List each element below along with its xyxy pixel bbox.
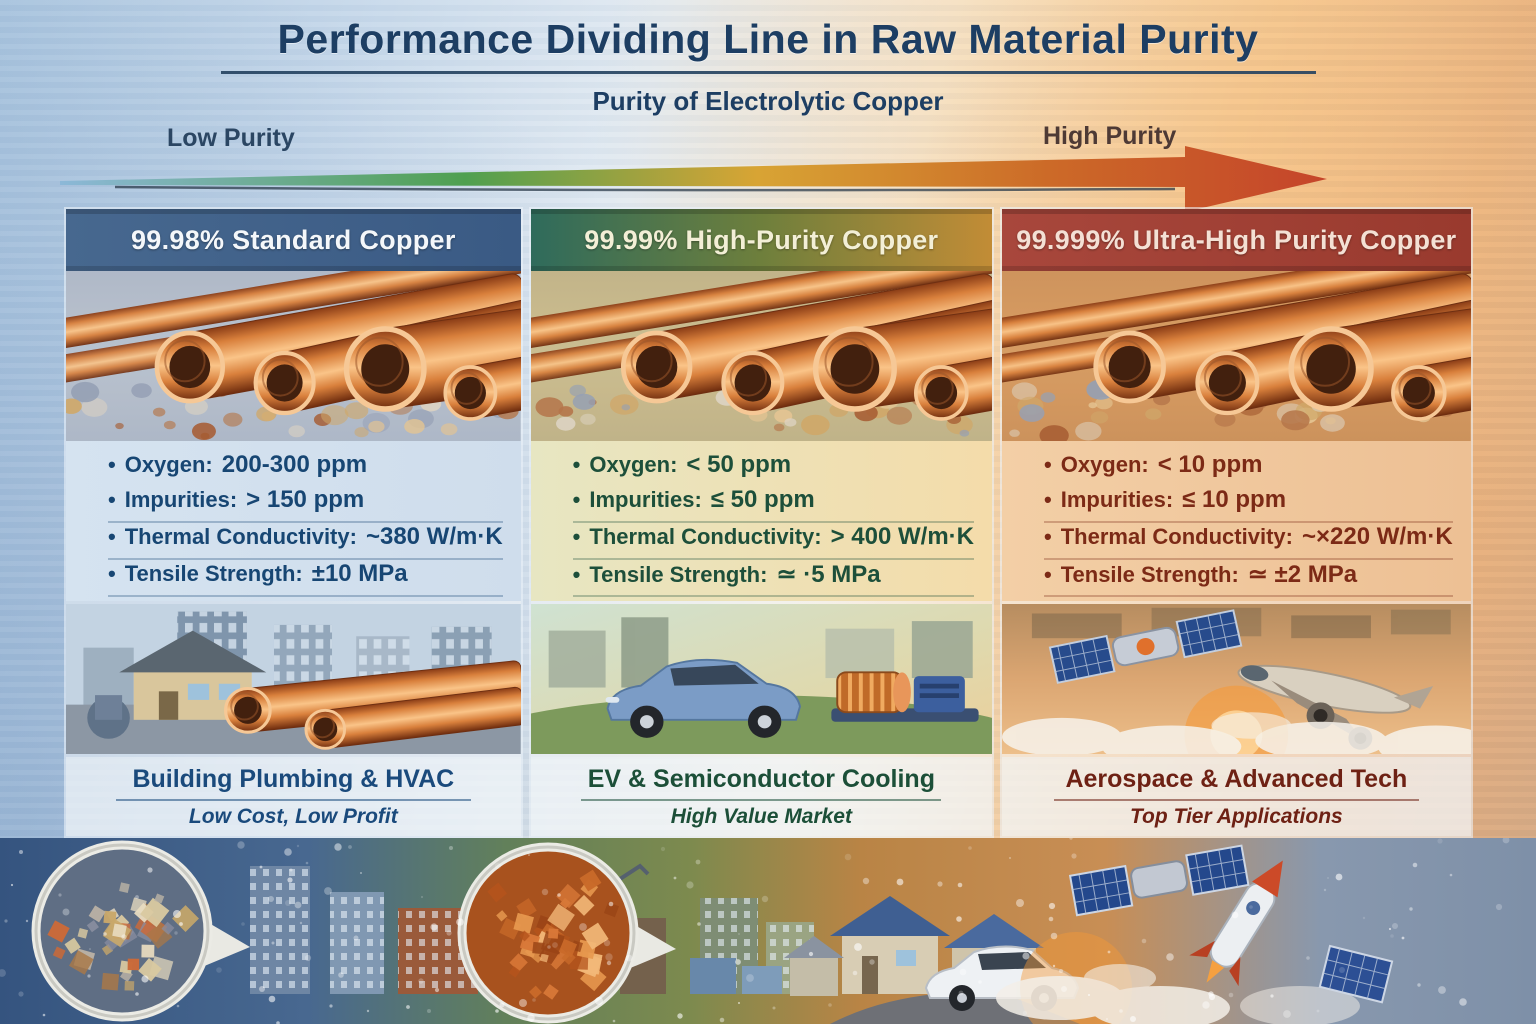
satellite (1068, 844, 1250, 917)
satellite (1048, 609, 1243, 684)
application-banner: Building Plumbing & HVAC Low Cost, Low P… (66, 757, 521, 836)
spec-list: • Oxygen: < 50 ppm • Impurities: ≤ 50 ppm • T… (530, 441, 993, 601)
column-standard-copper: 99.98% Standard Copper • Oxygen: 200-300 p… (64, 207, 523, 838)
application-banner: Aerospace & Advanced Tech Top Tier Appli… (1002, 757, 1471, 836)
market-label: Top Tier Applications (1129, 804, 1343, 828)
bullet-icon: • (1044, 562, 1052, 587)
spec-impurities: • Impurities: > 150 ppm (108, 486, 503, 523)
column-title: 99.98% Standard Copper (130, 224, 456, 255)
spec-impurities: • Impurities: ≤ 50 ppm (572, 486, 975, 523)
application-banner: EV & Semiconductor Cooling High Value Ma… (530, 757, 993, 836)
ev-scene-image (530, 604, 993, 754)
ev-car (605, 658, 801, 738)
copper-pipes-photo (66, 271, 521, 441)
purity-axis: Low Purity High Purity (0, 118, 1536, 212)
column-high-purity-copper: 99.99% High-Purity Copper • Oxygen: < 50 p… (528, 207, 995, 838)
copper-pipes-image (66, 271, 521, 441)
bullet-icon: • (572, 487, 581, 512)
spec-impurities: • Impurities: ≤ 10 ppm (1044, 486, 1453, 523)
ev-semiconductor-illustration (530, 601, 993, 757)
title-block: Performance Dividing Line in Raw Materia… (0, 0, 1536, 117)
copper-pipes-image (1002, 271, 1471, 441)
plumbing-city-illustration (66, 601, 521, 757)
spec-tensile-strength: • Tensile Strength: ≃ ·5 MPa (572, 560, 975, 597)
bullet-icon: • (108, 561, 116, 586)
copper-pipes-photo (1002, 271, 1471, 441)
column-title: 99.99% High-Purity Copper (584, 224, 939, 255)
copper-grain-magnifier-icon (457, 842, 676, 1024)
bullet-icon: • (108, 524, 116, 549)
plumbing-scene-image (66, 604, 521, 754)
spec-tensile-strength: • Tensile Strength: ±10 MPa (108, 560, 503, 597)
column-header-standard: 99.98% Standard Copper (66, 209, 521, 271)
spec-oxygen: • Oxygen: < 50 ppm (572, 451, 792, 478)
low-purity-label: Low Purity (167, 124, 295, 152)
spec-oxygen: • Oxygen: 200-300 ppm (108, 451, 368, 478)
copper-pipes-photo (530, 271, 993, 441)
banner-divider (581, 798, 942, 801)
bullet-icon: • (572, 524, 581, 549)
bullet-icon: • (572, 562, 581, 587)
applications-illustration-strip (0, 838, 1536, 1024)
subtitle: Purity of Electrolytic Copper (592, 86, 944, 116)
banner-divider (116, 798, 471, 801)
application-label: EV & Semiconductor Cooling (587, 764, 935, 793)
application-label: Aerospace & Advanced Tech (1065, 764, 1408, 793)
aerospace-illustration (1002, 601, 1471, 757)
aerospace-scene-image (1002, 604, 1471, 754)
spec-tensile-strength: • Tensile Strength: ≃ ±2 MPa (1044, 560, 1453, 597)
copper-pipes (87, 660, 521, 750)
spec-list: • Oxygen: 200-300 ppm • Impurities: > 150 pp… (66, 441, 521, 601)
title-underline (220, 71, 1316, 74)
city-skyline (548, 617, 973, 688)
bullet-icon: • (1044, 487, 1052, 512)
spec-thermal-conductivity: • Thermal Conductivity: > 400 W/m·K (572, 523, 975, 560)
bullet-icon: • (1044, 452, 1052, 477)
aerial-ground (1031, 607, 1451, 639)
column-header-ultra-high-purity: 99.999% Ultra-High Purity Copper (1002, 209, 1471, 271)
column-ultra-high-purity-copper: 99.999% Ultra-High Purity Copper • Oxygen… (1000, 207, 1473, 838)
market-label: High Value Market (670, 804, 852, 828)
solar-panel (1318, 944, 1394, 1004)
banner-divider (1053, 798, 1420, 801)
rocket (1189, 860, 1283, 987)
column-title: 99.999% Ultra-High Purity Copper (1016, 224, 1457, 255)
bullet-icon: • (108, 487, 116, 512)
spec-oxygen: • Oxygen: < 10 ppm (1044, 451, 1263, 478)
spec-thermal-conductivity: • Thermal Conductivity: ~380 W/m·K (108, 523, 503, 560)
clouds (1002, 712, 1471, 754)
application-label: Building Plumbing & HVAC (132, 764, 455, 793)
bullet-icon: • (572, 452, 581, 477)
bullet-icon: • (1044, 524, 1052, 549)
spec-thermal-conductivity: • Thermal Conductivity: ~×220 W/m·K (1044, 523, 1453, 560)
copper-motor (831, 671, 979, 722)
comparison-grid: 99.98% Standard Copper • Oxygen: 200-300 p… (64, 207, 1473, 838)
smoke-clouds (996, 964, 1360, 1024)
purity-gradient-arrow-icon (60, 146, 1327, 212)
page-title: Performance Dividing Line in Raw Materia… (277, 16, 1259, 62)
impure-grain-magnifier-icon (31, 840, 250, 1022)
column-header-high-purity: 99.99% High-Purity Copper (530, 209, 993, 271)
high-purity-label: High Purity (1043, 122, 1177, 150)
market-label: Low Cost, Low Profit (188, 804, 398, 828)
spec-list: • Oxygen: < 10 ppm • Impurities: ≤ 10 ppm • T… (1002, 441, 1471, 601)
copper-pipes-image (530, 271, 993, 441)
bullet-icon: • (108, 452, 116, 477)
